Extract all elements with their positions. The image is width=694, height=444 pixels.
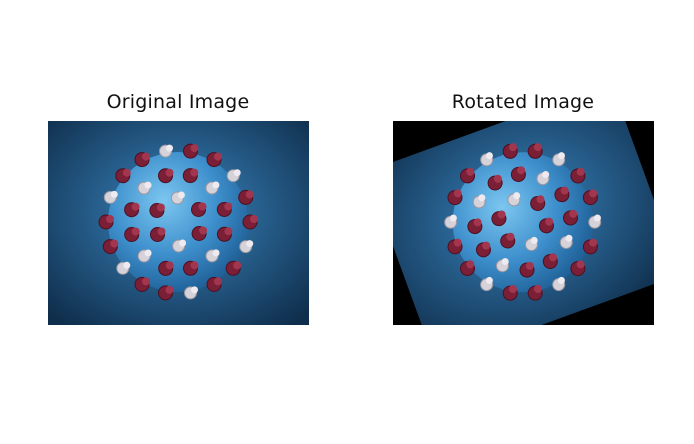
spike-protein-highlight [214, 277, 222, 286]
spike-protein-highlight [485, 276, 493, 284]
spike-protein-highlight [122, 168, 131, 177]
spike-protein-highlight [466, 260, 475, 269]
spike-protein-highlight [525, 261, 534, 270]
spike-protein-highlight [191, 286, 198, 294]
spike-protein-highlight [473, 218, 482, 227]
spike-protein-highlight [177, 191, 185, 199]
spike-protein-highlight [190, 168, 199, 177]
spike-protein-highlight [557, 152, 565, 160]
spike-protein-highlight [533, 143, 542, 152]
spike-protein-highlight [250, 215, 258, 223]
spike-protein-highlight [506, 232, 515, 241]
spike-protein-highlight [549, 253, 558, 262]
spike-protein-highlight [569, 209, 578, 218]
spike-protein-highlight [198, 202, 207, 211]
spike-protein-highlight [190, 144, 199, 153]
spike-protein-highlight [224, 227, 233, 236]
spike-protein-highlight [493, 174, 502, 183]
spike-protein-highlight [212, 249, 220, 257]
spike-protein-highlight [485, 152, 493, 160]
rotated-virus-particle-icon [393, 121, 654, 325]
spike-protein-highlight [593, 214, 601, 222]
spike-protein-highlight [517, 166, 526, 175]
spike-protein-highlight [144, 181, 152, 189]
spike-protein-highlight [233, 261, 242, 270]
spike-protein-highlight [576, 167, 585, 176]
spike-protein-highlight [190, 261, 199, 270]
spike-protein-highlight [245, 190, 254, 199]
spike-protein-highlight [545, 217, 554, 226]
spike-protein-highlight [589, 238, 598, 247]
spike-protein-highlight [589, 189, 598, 198]
spike-protein-highlight [142, 277, 150, 286]
spike-protein-highlight [508, 143, 517, 152]
spike-protein-highlight [449, 214, 457, 222]
spike-protein-highlight [157, 227, 166, 236]
spike-protein-highlight [214, 152, 222, 161]
spike-protein-highlight [453, 189, 462, 198]
spike-protein-highlight [144, 249, 152, 257]
spike-protein-highlight [156, 203, 165, 212]
spike-protein-highlight [513, 192, 521, 200]
spike-protein-highlight [497, 210, 506, 219]
spike-protein-highlight [165, 261, 174, 270]
spike-protein-highlight [533, 284, 542, 293]
spike-protein-highlight [246, 240, 254, 248]
spike-protein-highlight [131, 202, 140, 211]
spike-protein-highlight [166, 144, 173, 152]
spike-protein-highlight [123, 261, 131, 269]
spike-protein-highlight [557, 276, 565, 284]
spike-protein-highlight [224, 202, 233, 211]
spike-protein-highlight [530, 236, 538, 244]
spike-protein-highlight [565, 234, 573, 242]
spike-protein-highlight [110, 239, 119, 248]
spike-protein-highlight [110, 190, 118, 198]
spike-protein-highlight [212, 181, 220, 189]
spike-protein-highlight [233, 169, 241, 177]
rotated-image-title: Rotated Image [451, 91, 595, 113]
spike-protein-highlight [482, 241, 491, 250]
spike-protein-highlight [165, 168, 174, 177]
spike-protein-highlight [106, 215, 114, 223]
spike-protein-highlight [142, 152, 150, 161]
spike-protein-highlight [453, 238, 462, 247]
original-image-title: Original Image [106, 91, 250, 113]
spike-protein-highlight [501, 258, 509, 266]
spike-protein-highlight [560, 186, 569, 195]
spike-protein-highlight [199, 226, 208, 235]
rotated-image [393, 121, 654, 325]
spike-protein-highlight [542, 171, 550, 179]
virus-particle-icon [48, 121, 309, 325]
original-image [48, 121, 309, 325]
spike-protein-highlight [131, 227, 140, 236]
spike-protein-highlight [466, 167, 475, 176]
spike-protein-highlight [165, 285, 174, 294]
spike-protein-highlight [478, 194, 486, 202]
spike-protein-highlight [536, 195, 545, 204]
spike-protein-highlight [576, 260, 585, 269]
spike-protein-highlight [508, 284, 517, 293]
spike-protein-highlight [179, 239, 187, 247]
